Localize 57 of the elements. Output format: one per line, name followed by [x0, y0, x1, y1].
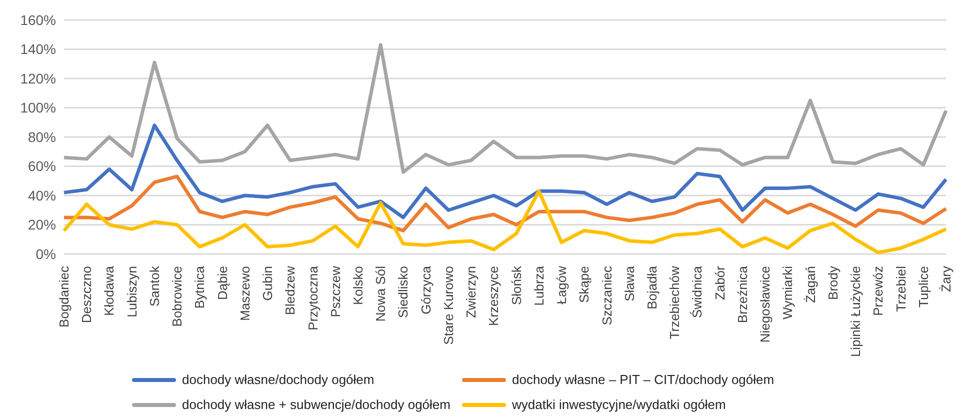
x-tick-label: Przewóz [870, 266, 886, 316]
x-tick-label: Deszczno [79, 266, 94, 324]
legend-label: wydatki inwestycyjne/wydatki ogółem [512, 397, 726, 412]
x-tick-label: Bobrowice [170, 266, 185, 327]
x-tick-label: Szczaniec [599, 266, 614, 326]
y-tick-label: 80% [28, 128, 56, 145]
legend-label: dochody własne + subwencje/dochody ogółem [182, 397, 450, 412]
x-tick-label: Niegosławice [758, 266, 773, 343]
x-tick-label: Nowa Sól [373, 266, 388, 322]
line-series [62, 189, 948, 254]
x-tick-label: Pszczew [328, 265, 343, 318]
x-tick-label: Bytnica [192, 265, 208, 309]
x-tick-label: Siedlisko [396, 266, 411, 318]
x-tick-label: Skąpe [576, 266, 592, 303]
x-tick-label: Wymiarki [780, 266, 796, 320]
x-tick-label: Gubin [260, 266, 276, 301]
x-tick-label: Bledzew [282, 265, 298, 316]
x-tick-label: Kłodawa [102, 265, 117, 316]
x-tick-label: Trzebiel [893, 266, 908, 312]
x-tick-label: Stare Kurowo [440, 266, 456, 345]
x-tick-label: Brzeźnica [734, 265, 750, 324]
x-tick-label: Świdnica [690, 265, 705, 318]
legend-label: dochody własne/dochody ogółem [182, 372, 374, 387]
x-tick-label: Bogdaniec [56, 266, 72, 328]
x-tick-label: Lubiszyn [124, 266, 140, 318]
x-tick-label: Górzyca [418, 265, 434, 314]
x-tick-label: Lubrza [531, 265, 546, 306]
x-tick-label: Zabór [712, 265, 728, 300]
y-tick-label: 0% [36, 246, 56, 262]
y-tick-label: 60% [28, 158, 56, 174]
y-tick-label: 40% [28, 187, 56, 204]
line-series [62, 43, 948, 174]
x-tick-label: Lipinki Łużyckie [848, 266, 864, 358]
y-tick-label: 100% [20, 100, 56, 116]
x-tick-label: Żary [938, 266, 954, 292]
line-series [62, 124, 948, 220]
x-tick-label: Bojadła [644, 265, 660, 310]
y-tick-label: 20% [28, 216, 56, 233]
x-tick-label: Maszewo [237, 266, 252, 321]
x-tick-label: Łagów [554, 265, 570, 304]
x-tick-label: Tuplice [916, 266, 931, 308]
y-tick-label: 140% [20, 41, 56, 58]
x-tick-label: Brody [825, 266, 840, 300]
x-tick-label: Żagań [802, 266, 818, 303]
y-tick-label: 160% [20, 12, 56, 28]
x-tick-label: Krzeszyce [486, 266, 502, 326]
x-tick-label: Dąbie [214, 266, 230, 300]
line-series [62, 174, 948, 232]
x-tick-label: Trzebiechów [667, 265, 682, 340]
x-tick-label: Kolsko [350, 266, 366, 306]
x-tick-label: Zwierzyn [464, 266, 479, 318]
x-tick-label: Santok [146, 266, 162, 306]
y-tick-label: 120% [20, 70, 56, 86]
x-tick-label: Słońsk [508, 266, 524, 306]
x-tick-label: Sława [622, 265, 637, 302]
legend-label: dochody własne – PIT – CIT/dochody ogółem [512, 372, 774, 387]
x-tick-label: Przytoczna [305, 265, 320, 330]
